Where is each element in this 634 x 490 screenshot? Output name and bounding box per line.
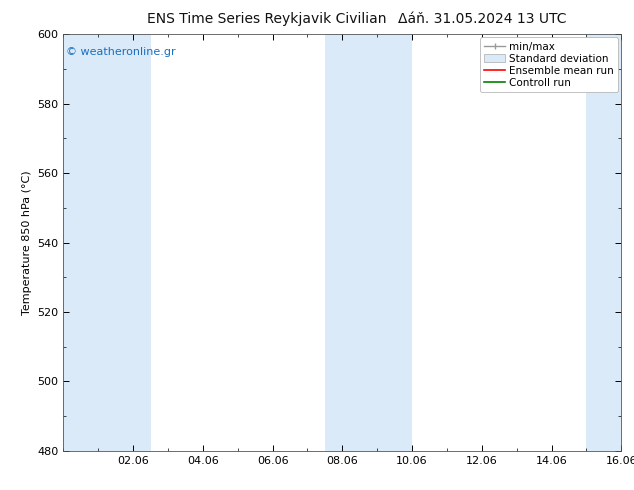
Bar (325, 34, 412, 451)
Text: Δáň. 31.05.2024 13 UTC: Δáň. 31.05.2024 13 UTC (398, 12, 566, 26)
Text: © weatheronline.gr: © weatheronline.gr (66, 47, 176, 57)
Bar (586, 34, 621, 451)
Bar (63, 34, 150, 451)
Text: ENS Time Series Reykjavik Civilian: ENS Time Series Reykjavik Civilian (146, 12, 386, 26)
Y-axis label: Temperature 850 hPa (°C): Temperature 850 hPa (°C) (22, 170, 32, 315)
Legend: min/max, Standard deviation, Ensemble mean run, Controll run: min/max, Standard deviation, Ensemble me… (480, 37, 618, 92)
